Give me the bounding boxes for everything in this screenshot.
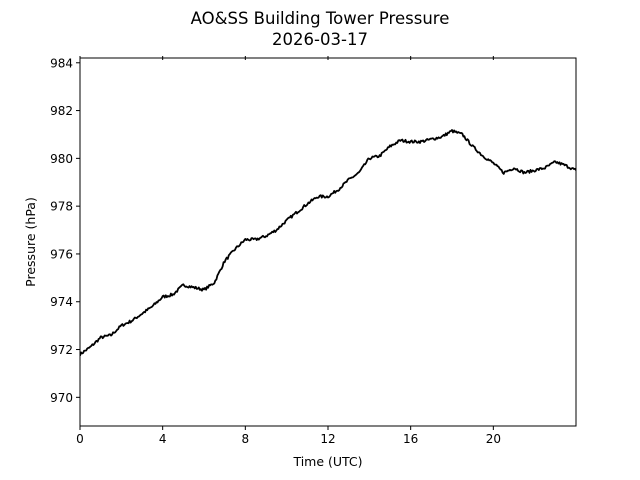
y-tick-label: 984 (50, 56, 73, 70)
y-tick-label: 970 (50, 391, 73, 405)
y-axis-label: Pressure (hPa) (23, 197, 38, 287)
y-tick-label: 980 (50, 152, 73, 166)
y-tick-label: 972 (50, 343, 73, 357)
pressure-line (80, 129, 576, 356)
x-tick-label: 20 (486, 432, 501, 446)
x-tick-label: 16 (403, 432, 418, 446)
x-tick-label: 4 (159, 432, 167, 446)
axes-frame (79, 57, 577, 427)
y-tick-label: 978 (50, 200, 73, 214)
x-tick-label: 8 (242, 432, 250, 446)
x-tick-label: 0 (76, 432, 84, 446)
chart-title: AO&SS Building Tower Pressure (191, 9, 450, 28)
y-tick-label: 976 (50, 247, 73, 261)
y-tick-label: 982 (50, 104, 73, 118)
y-tick-label: 974 (50, 295, 73, 309)
x-axis-label: Time (UTC) (292, 454, 362, 469)
chart-subtitle: 2026-03-17 (272, 30, 368, 49)
x-tick-label: 12 (320, 432, 335, 446)
